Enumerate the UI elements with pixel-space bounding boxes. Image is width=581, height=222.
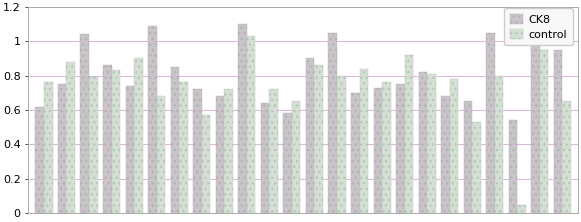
Bar xyxy=(540,50,548,213)
Bar xyxy=(486,33,495,213)
Bar xyxy=(464,101,472,213)
Bar xyxy=(517,205,526,213)
Bar xyxy=(179,83,188,213)
Bar xyxy=(157,96,165,213)
Bar xyxy=(382,83,390,213)
Bar xyxy=(337,76,346,213)
Bar xyxy=(314,65,323,213)
Bar xyxy=(112,70,120,213)
Bar xyxy=(328,33,337,213)
Bar xyxy=(292,101,300,213)
Bar xyxy=(125,86,134,213)
Bar xyxy=(554,50,562,213)
Bar xyxy=(532,28,540,213)
Bar xyxy=(148,26,157,213)
Bar xyxy=(427,74,436,213)
Bar xyxy=(404,55,413,213)
Bar xyxy=(509,120,517,213)
Bar xyxy=(419,72,427,213)
Bar xyxy=(103,65,112,213)
Bar xyxy=(306,58,314,213)
Bar xyxy=(44,83,52,213)
Bar xyxy=(472,122,481,213)
Legend: CK8, control: CK8, control xyxy=(504,8,573,45)
Bar xyxy=(134,58,143,213)
Bar xyxy=(450,79,458,213)
Bar xyxy=(171,67,179,213)
Bar xyxy=(247,36,256,213)
Bar xyxy=(396,84,404,213)
Bar xyxy=(562,101,571,213)
Bar xyxy=(216,96,224,213)
Bar xyxy=(193,89,202,213)
Bar xyxy=(224,89,233,213)
Bar xyxy=(89,77,98,213)
Bar xyxy=(35,107,44,213)
Bar xyxy=(202,115,210,213)
Bar xyxy=(238,24,247,213)
Bar xyxy=(270,89,278,213)
Bar xyxy=(374,88,382,213)
Bar xyxy=(284,113,292,213)
Bar xyxy=(351,93,360,213)
Bar xyxy=(261,103,270,213)
Bar xyxy=(66,62,75,213)
Bar xyxy=(58,84,66,213)
Bar xyxy=(495,76,503,213)
Bar xyxy=(441,96,450,213)
Bar xyxy=(80,34,89,213)
Bar xyxy=(360,69,368,213)
